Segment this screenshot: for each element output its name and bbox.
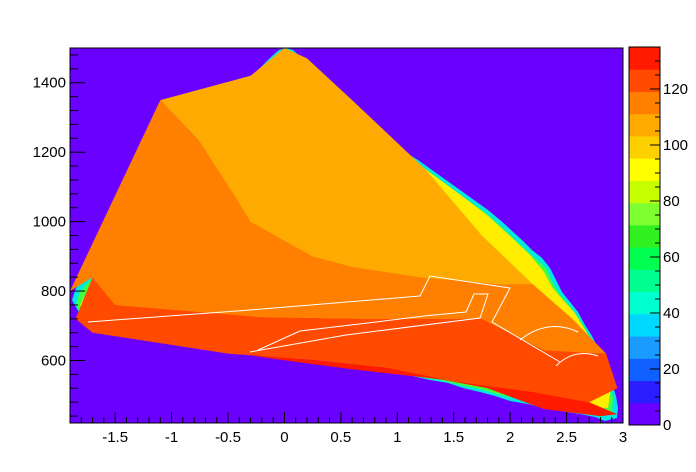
x-axis: -1.5 -1 -0.5 0 0.5 1 1.5 2 2.5 3 (69, 412, 627, 446)
x-tick-label: -1.5 (102, 429, 128, 446)
x-tick-label: -0.5 (215, 429, 241, 446)
x-tick-label: -1 (165, 429, 178, 446)
contour-region-4 (250, 355, 618, 417)
boundary-lines (87, 275, 599, 367)
colorbar-level (629, 291, 660, 315)
contour-region-1 (160, 48, 533, 285)
colorbar-level (629, 224, 660, 248)
boundary-line-inner (249, 293, 489, 353)
boundary-line-upper (87, 275, 561, 363)
colorbar: 0 20 40 60 80 100 120 (628, 46, 688, 434)
colorbar-tick-label: 20 (663, 361, 680, 378)
colorbar-level (629, 69, 660, 92)
y-tick-label: 800 (41, 283, 66, 300)
colorbar-level (629, 113, 660, 137)
plot-area (69, 47, 624, 424)
colorbar-level (629, 135, 660, 159)
contour-region-3 (75, 277, 618, 403)
contour-regions (70, 48, 618, 417)
colorbar-tick-label: 60 (663, 249, 680, 266)
colorbar-level (629, 269, 660, 293)
colorbar-level (629, 158, 660, 181)
colorbar-level (629, 180, 660, 204)
colorbar-tick-label: 100 (663, 137, 688, 154)
boundary-arc-inner (555, 353, 599, 367)
colorbar-level (629, 336, 660, 359)
colorbar-level (629, 91, 660, 115)
colorbar-frame (628, 46, 661, 426)
boundary-arc-outer (519, 326, 579, 341)
colorbar-level (629, 202, 660, 226)
x-tick-label: 1 (393, 429, 401, 446)
x-tick-label: 2 (506, 429, 514, 446)
x-tick-label: 3 (619, 429, 627, 446)
colorbar-level (629, 47, 660, 70)
colorbar-level (629, 358, 660, 382)
colorbar-level (629, 247, 660, 270)
colorbar-tick-label: 40 (663, 305, 680, 322)
y-tick-label: 1400 (33, 75, 66, 92)
colorbar-tick-label: 120 (663, 81, 688, 98)
colorbar-level (629, 380, 660, 404)
x-tick-label: 1.5 (443, 429, 464, 446)
colorbar-tick-label: 0 (663, 417, 671, 434)
y-tick-label: 600 (41, 353, 66, 370)
x-tick-label: 0.5 (330, 429, 351, 446)
y-axis: 600 800 1000 1200 1400 (33, 54, 85, 417)
y-tick-label: 1200 (33, 144, 66, 161)
x-tick-label: 0 (280, 429, 288, 446)
x-tick-label: 2.5 (556, 429, 577, 446)
colorbar-level (629, 313, 660, 337)
y-tick-label: 1000 (33, 214, 66, 231)
colorbar-tick-label: 80 (663, 193, 680, 210)
contour-region-2 (70, 100, 607, 354)
colorbar-level (629, 402, 660, 426)
